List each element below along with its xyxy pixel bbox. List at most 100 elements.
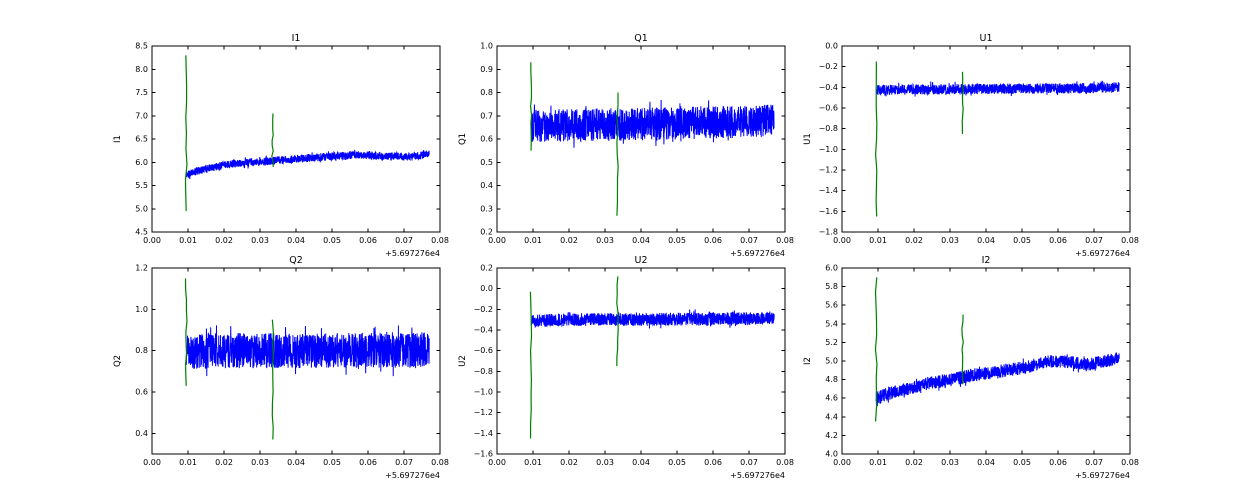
y-tick-label: 0.2 <box>480 228 493 237</box>
y-tick-label: 0.9 <box>480 65 493 74</box>
y-tick-label: −0.6 <box>474 346 493 355</box>
x-tick-label: 0.04 <box>287 458 305 467</box>
x-tick-label: 0.06 <box>1049 236 1067 245</box>
y-tick-label: 4.8 <box>825 375 838 384</box>
y-tick-label: −1.2 <box>819 166 838 175</box>
y-axis-label: Q1 <box>458 133 468 145</box>
y-tick-label: −0.2 <box>819 62 838 71</box>
x-axis-offset-label: +5.697276e4 <box>1075 249 1130 258</box>
x-tick-label: 0.01 <box>869 236 887 245</box>
blue-noise-series <box>875 352 1120 407</box>
y-tick-label: 0.3 <box>480 204 493 213</box>
green-spike-series <box>616 92 619 216</box>
y-tick-label: −0.6 <box>819 104 838 113</box>
chart-title: I1 <box>292 33 301 44</box>
y-tick-label: 4.5 <box>135 228 148 237</box>
x-tick-label: 0.08 <box>431 236 449 245</box>
y-tick-label: 4.6 <box>825 394 838 403</box>
x-tick-label: 0.03 <box>941 458 959 467</box>
x-tick-label: 0.02 <box>560 458 578 467</box>
y-axis-label: Q2 <box>113 355 123 367</box>
blue-noise-series <box>185 325 430 377</box>
y-tick-label: 4.0 <box>825 450 838 459</box>
x-tick-label: 0.05 <box>1013 236 1031 245</box>
x-tick-label: 0.00 <box>488 458 506 467</box>
y-tick-label: 0.4 <box>135 429 148 438</box>
x-tick-label: 0.04 <box>977 236 995 245</box>
y-tick-label: −1.6 <box>819 207 838 216</box>
green-spike-series <box>874 277 878 422</box>
subplot-5: 0.00 0.01 0.02 0.03 0.04 0.05 0.06 0.07 0.08 4.0 4… <box>800 252 1140 492</box>
x-tick-label: 0.05 <box>323 458 341 467</box>
y-tick-label: 7.5 <box>135 88 148 97</box>
x-tick-label: 0.00 <box>143 236 161 245</box>
chart-svg: 0.00 0.01 0.02 0.03 0.04 0.05 0.06 0.07 0.08 0.2 0… <box>458 33 794 258</box>
y-tick-label: 0.6 <box>135 388 148 397</box>
x-tick-label: 0.04 <box>632 458 650 467</box>
x-tick-label: 0.08 <box>776 458 794 467</box>
x-tick-label: 0.03 <box>251 458 269 467</box>
y-tick-label: −1.6 <box>474 450 493 459</box>
y-tick-label: −0.4 <box>819 83 838 92</box>
subplot-2: 0.00 0.01 0.02 0.03 0.04 0.05 0.06 0.07 0.08 0.0 −… <box>800 30 1140 270</box>
y-tick-label: 0.0 <box>480 284 493 293</box>
x-tick-label: 0.07 <box>740 458 758 467</box>
y-tick-label: 0.4 <box>480 181 493 190</box>
green-spike-series <box>961 71 964 134</box>
subplot-4: 0.00 0.01 0.02 0.03 0.04 0.05 0.06 0.07 0.08 0.2 0… <box>455 252 795 492</box>
y-tick-label: 5.0 <box>825 357 838 366</box>
x-tick-label: 0.02 <box>905 458 923 467</box>
axes-frame <box>496 267 786 455</box>
green-spike-series <box>271 113 274 167</box>
chart-svg: 0.00 0.01 0.02 0.03 0.04 0.05 0.06 0.07 0.08 0.0 −… <box>803 33 1139 258</box>
y-tick-label: −0.2 <box>474 305 493 314</box>
y-tick-label: 5.6 <box>825 301 838 310</box>
x-tick-label: 0.08 <box>776 236 794 245</box>
axes-frame <box>841 45 1131 233</box>
x-tick-label: 0.05 <box>668 236 686 245</box>
x-tick-label: 0.02 <box>215 236 233 245</box>
x-axis-offset-label: +5.697276e4 <box>385 471 440 480</box>
blue-noise-series <box>875 80 1120 97</box>
chart-svg: 0.00 0.01 0.02 0.03 0.04 0.05 0.06 0.07 0.08 0.4 0… <box>113 255 449 480</box>
x-tick-label: 0.02 <box>560 236 578 245</box>
y-tick-label: 0.8 <box>135 346 148 355</box>
chart-title: Q2 <box>289 255 303 266</box>
y-tick-label: 4.2 <box>825 431 838 440</box>
y-tick-label: 4.4 <box>825 412 838 421</box>
y-tick-label: 7.0 <box>135 111 148 120</box>
green-spike-series <box>529 291 533 439</box>
y-tick-label: 0.6 <box>480 135 493 144</box>
x-tick-label: 0.02 <box>905 236 923 245</box>
y-tick-label: 8.5 <box>135 42 148 51</box>
x-axis-offset-label: +5.697276e4 <box>1075 471 1130 480</box>
x-tick-label: 0.03 <box>596 458 614 467</box>
y-tick-label: −1.0 <box>474 388 493 397</box>
x-tick-label: 0.03 <box>941 236 959 245</box>
x-tick-label: 0.03 <box>251 236 269 245</box>
green-spike-series <box>529 62 533 151</box>
x-tick-label: 0.00 <box>833 236 851 245</box>
x-tick-label: 0.06 <box>1049 458 1067 467</box>
chart-svg: 0.00 0.01 0.02 0.03 0.04 0.05 0.06 0.07 0.08 4.5 5… <box>113 33 449 258</box>
green-spike-series <box>874 61 878 217</box>
x-tick-label: 0.01 <box>524 236 542 245</box>
y-tick-label: 0.8 <box>480 88 493 97</box>
y-tick-label: 6.0 <box>825 264 838 273</box>
subplot-0: 0.00 0.01 0.02 0.03 0.04 0.05 0.06 0.07 0.08 4.5 5… <box>110 30 450 270</box>
y-tick-label: 6.5 <box>135 135 148 144</box>
x-tick-label: 0.06 <box>359 236 377 245</box>
x-tick-label: 0.02 <box>215 458 233 467</box>
x-tick-label: 0.06 <box>359 458 377 467</box>
y-tick-label: 0.7 <box>480 111 493 120</box>
y-tick-label: 0.2 <box>480 264 493 273</box>
chart-svg: 0.00 0.01 0.02 0.03 0.04 0.05 0.06 0.07 0.08 0.2 0… <box>458 255 794 480</box>
x-axis-offset-label: +5.697276e4 <box>730 249 785 258</box>
chart-svg: 0.00 0.01 0.02 0.03 0.04 0.05 0.06 0.07 0.08 4.0 4… <box>803 255 1139 480</box>
y-axis-label: U1 <box>803 133 813 145</box>
x-tick-label: 0.07 <box>740 236 758 245</box>
x-tick-label: 0.00 <box>488 236 506 245</box>
x-tick-label: 0.00 <box>833 458 851 467</box>
chart-title: U1 <box>980 33 993 44</box>
y-tick-label: 0.5 <box>480 158 493 167</box>
